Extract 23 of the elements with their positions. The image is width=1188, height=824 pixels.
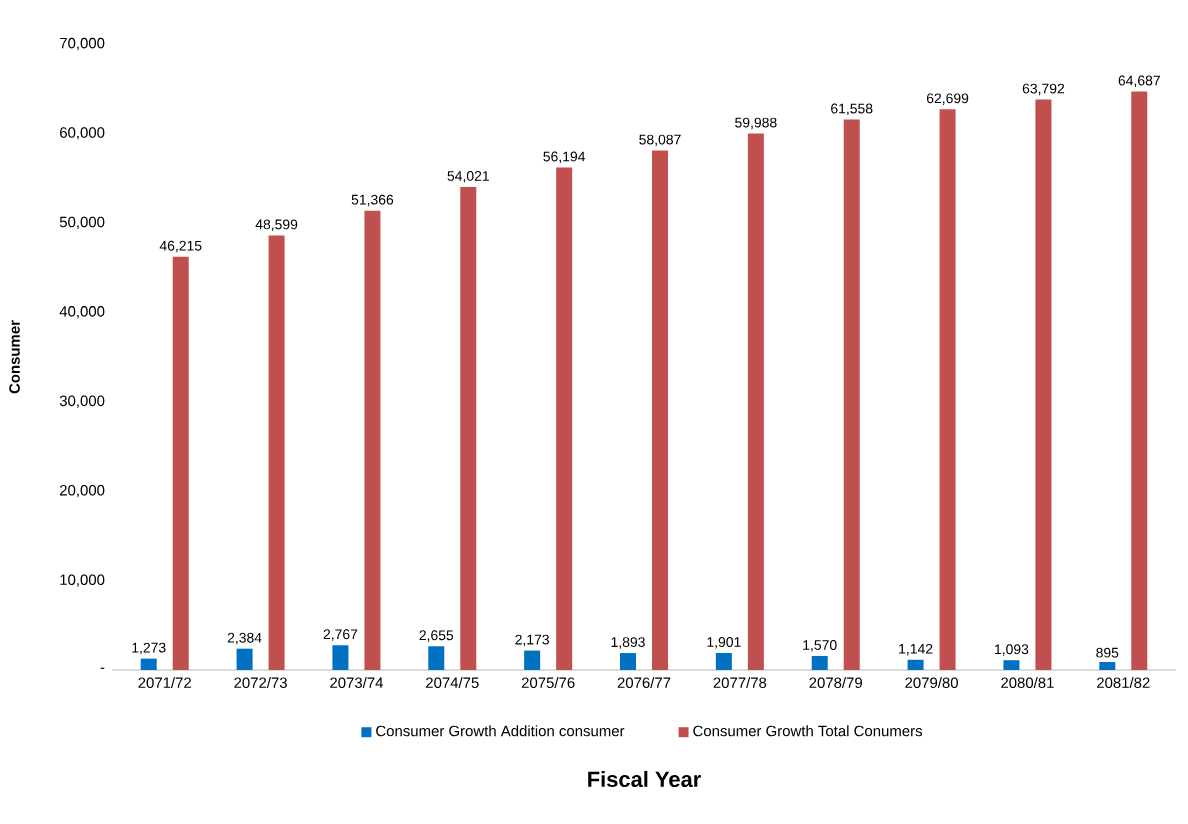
bar	[460, 186, 477, 670]
bar	[811, 655, 828, 670]
bar	[556, 167, 573, 670]
x-axis-title: Fiscal Year	[588, 770, 701, 788]
bar	[236, 648, 253, 670]
bar	[268, 235, 285, 670]
bar	[1035, 99, 1052, 670]
bar	[652, 150, 669, 670]
bar	[1003, 660, 1020, 670]
bar	[172, 256, 189, 670]
bar	[747, 133, 764, 670]
bar	[907, 659, 924, 670]
bar	[843, 119, 860, 670]
bar	[524, 650, 541, 670]
bar	[140, 658, 157, 670]
bar	[332, 645, 349, 670]
bar	[1099, 662, 1116, 670]
bar	[620, 653, 637, 670]
bar	[364, 210, 381, 670]
bar	[428, 646, 445, 670]
bar	[939, 109, 956, 670]
bar	[715, 653, 732, 670]
bar	[1131, 91, 1148, 670]
